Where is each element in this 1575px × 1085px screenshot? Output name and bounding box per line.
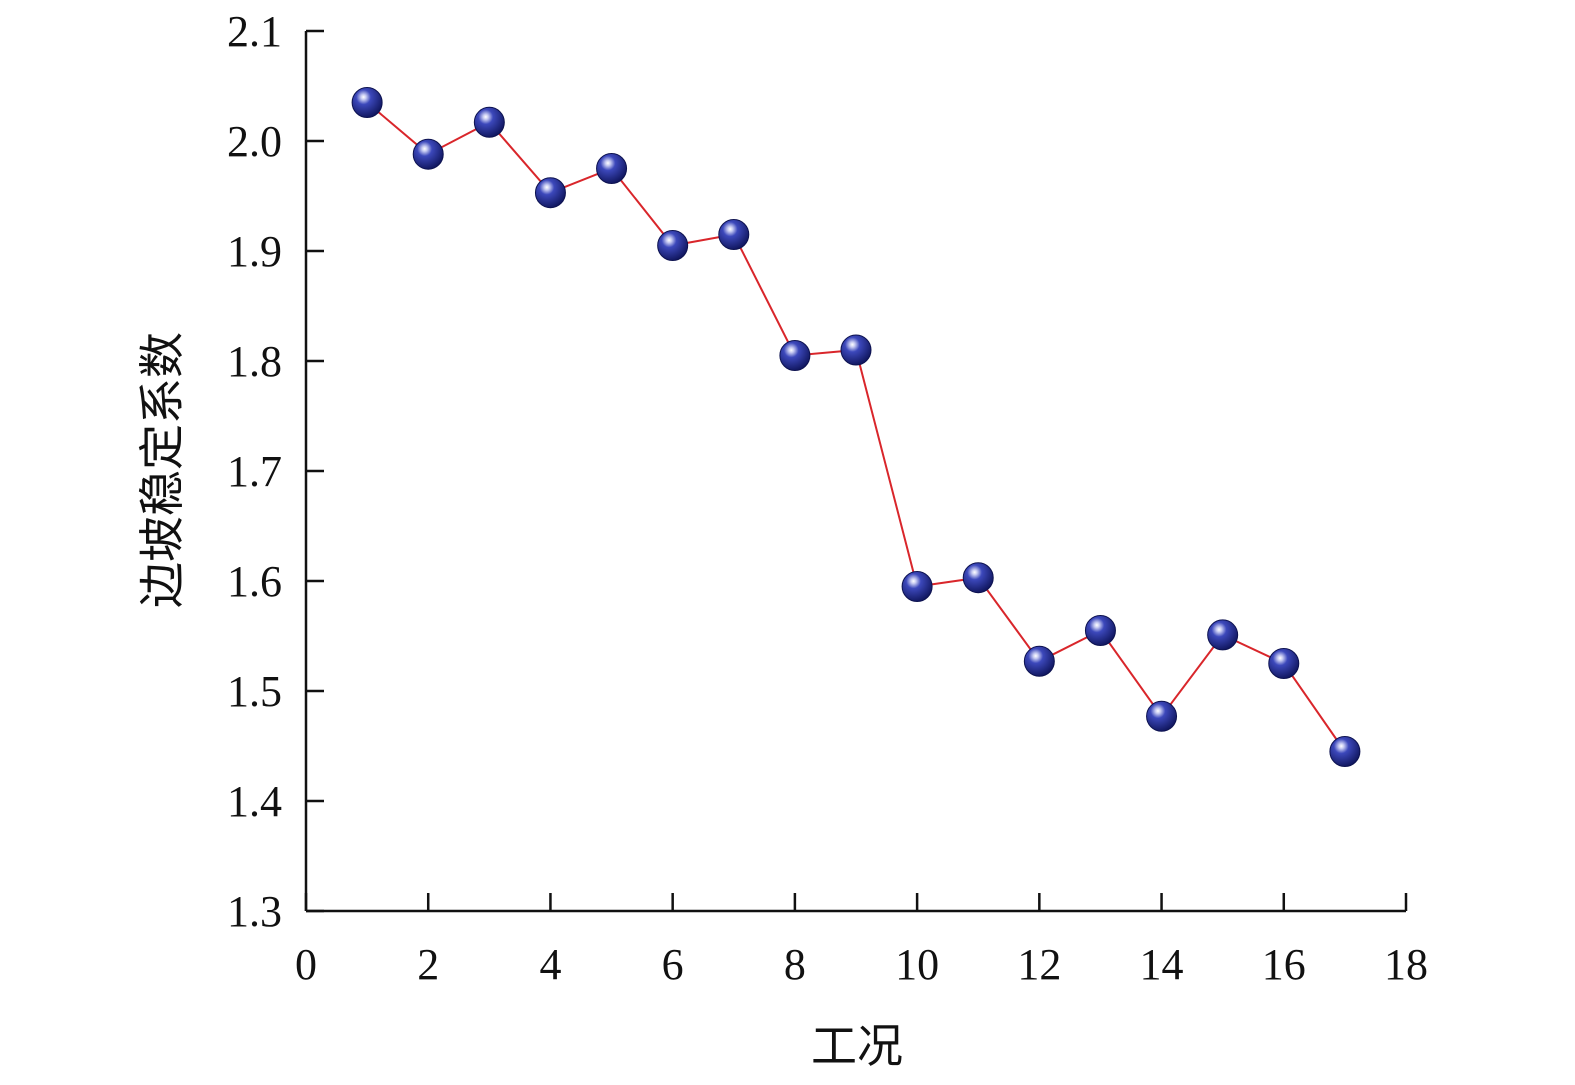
data-point xyxy=(1084,615,1116,646)
data-point xyxy=(1268,648,1300,679)
data-point xyxy=(779,340,811,371)
y-tick-label: 1.5 xyxy=(227,667,282,716)
data-point xyxy=(718,219,750,250)
y-tick-label: 1.4 xyxy=(227,777,282,826)
data-point xyxy=(901,571,933,602)
x-tick-label: 0 xyxy=(295,940,317,989)
x-tick-label: 10 xyxy=(895,940,939,989)
y-tick-label: 2.1 xyxy=(227,7,282,56)
x-tick-label: 4 xyxy=(539,940,561,989)
data-point xyxy=(962,562,994,594)
x-axis-title: 工况 xyxy=(811,1019,903,1073)
data-point xyxy=(1207,619,1239,651)
x-tick-label: 16 xyxy=(1262,940,1306,989)
y-tick-label: 1.9 xyxy=(227,227,282,276)
y-tick-label: 1.8 xyxy=(227,337,282,386)
y-tick-label: 1.3 xyxy=(227,887,282,936)
y-tick-label: 1.7 xyxy=(227,447,282,496)
data-point xyxy=(1329,736,1361,767)
x-tick-label: 6 xyxy=(662,940,684,989)
data-point xyxy=(596,153,628,184)
x-tick-label: 14 xyxy=(1140,940,1184,989)
x-tick-label: 2 xyxy=(417,940,439,989)
series-line xyxy=(366,101,1346,753)
data-point xyxy=(473,106,505,138)
data-point xyxy=(657,230,689,261)
data-point xyxy=(351,87,383,118)
data-point xyxy=(1146,700,1178,732)
data-point xyxy=(534,177,566,209)
x-tick-label: 8 xyxy=(784,940,806,989)
data-point xyxy=(412,138,444,170)
y-tick-label: 1.6 xyxy=(227,557,282,606)
x-tick-label: 18 xyxy=(1384,940,1428,989)
y-tick-label: 2.0 xyxy=(227,117,282,166)
data-point xyxy=(1023,645,1055,677)
x-tick-label: 12 xyxy=(1017,940,1061,989)
y-axis-title: 边坡稳定系数 xyxy=(135,332,189,608)
data-point xyxy=(840,334,872,366)
plot-area: 1.3 1.4 1.5 1.6 1.7 1.8 1.9 2.0 2.1 0 2 4 6 8 10 12 14 16… xyxy=(227,7,1428,989)
